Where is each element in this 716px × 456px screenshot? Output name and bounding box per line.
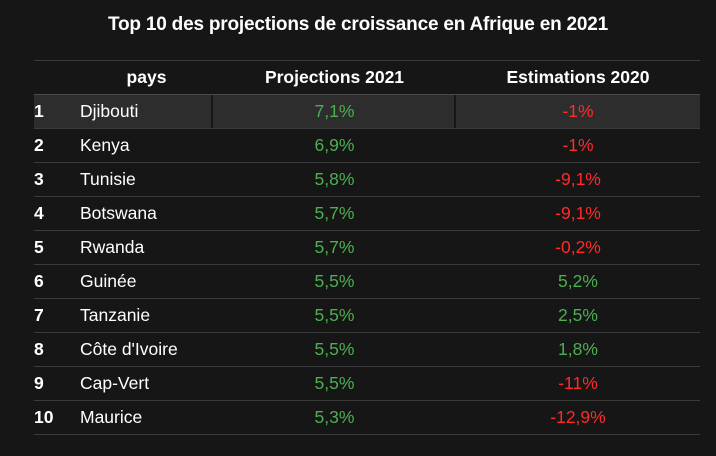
projection-2021-cell: 7,1%: [213, 94, 456, 129]
projection-2021-cell: 5,5%: [213, 298, 456, 333]
rank-cell: 9: [34, 366, 80, 401]
table-row: 9 Cap-Vert 5,5% -11%: [34, 366, 700, 401]
estimation-2020-cell: -9,1%: [456, 196, 700, 231]
estimation-2020-cell: -11%: [456, 366, 700, 401]
estimation-2020-cell: 5,2%: [456, 264, 700, 299]
projection-2021-cell: 5,5%: [213, 366, 456, 401]
rank-cell: 5: [34, 230, 80, 265]
table-row: 1 Djibouti 7,1% -1%: [34, 94, 700, 129]
table-row: 7 Tanzanie 5,5% 2,5%: [34, 298, 700, 333]
rank-cell: 8: [34, 332, 80, 367]
rank-cell: 2: [34, 128, 80, 163]
header-pays: pays: [80, 60, 213, 95]
rank-cell: 1: [34, 94, 80, 129]
estimation-2020-cell: 2,5%: [456, 298, 700, 333]
table-row: 4 Botswana 5,7% -9,1%: [34, 196, 700, 231]
table-row: 5 Rwanda 5,7% -0,2%: [34, 230, 700, 265]
table-row: 2 Kenya 6,9% -1%: [34, 128, 700, 163]
projection-2021-cell: 5,7%: [213, 230, 456, 265]
country-cell: Tunisie: [80, 162, 213, 197]
header-projections-2021: Projections 2021: [213, 60, 456, 95]
projection-2021-cell: 6,9%: [213, 128, 456, 163]
table-row: 10 Maurice 5,3% -12,9%: [34, 400, 700, 435]
estimation-2020-cell: -0,2%: [456, 230, 700, 265]
country-cell: Djibouti: [80, 94, 213, 129]
table-body: 1 Djibouti 7,1% -1% 2 Kenya 6,9% -1% 3 Tunisie 5,8…: [34, 94, 700, 435]
table-row: 3 Tunisie 5,8% -9,1%: [34, 162, 700, 197]
table-row: 6 Guinée 5,5% 5,2%: [34, 264, 700, 299]
table-row: 8 Côte d'Ivoire 5,5% 1,8%: [34, 332, 700, 367]
country-cell: Maurice: [80, 400, 213, 435]
country-cell: Kenya: [80, 128, 213, 163]
estimation-2020-cell: -12,9%: [456, 400, 700, 435]
growth-table: pays Projections 2021 Estimations 2020 1…: [34, 60, 700, 435]
projection-2021-cell: 5,7%: [213, 196, 456, 231]
rank-cell: 4: [34, 196, 80, 231]
projection-2021-cell: 5,5%: [213, 264, 456, 299]
header-rank: [34, 60, 80, 95]
country-cell: Botswana: [80, 196, 213, 231]
projection-2021-cell: 5,3%: [213, 400, 456, 435]
table-header-row: pays Projections 2021 Estimations 2020: [34, 60, 700, 95]
country-cell: Guinée: [80, 264, 213, 299]
estimation-2020-cell: 1,8%: [456, 332, 700, 367]
chart-title: Top 10 des projections de croissance en …: [107, 14, 609, 35]
projection-2021-cell: 5,5%: [213, 332, 456, 367]
header-estimations-2020: Estimations 2020: [456, 60, 700, 95]
country-cell: Tanzanie: [80, 298, 213, 333]
country-cell: Cap-Vert: [80, 366, 213, 401]
country-cell: Côte d'Ivoire: [80, 332, 213, 367]
rank-cell: 7: [34, 298, 80, 333]
country-cell: Rwanda: [80, 230, 213, 265]
estimation-2020-cell: -9,1%: [456, 162, 700, 197]
rank-cell: 6: [34, 264, 80, 299]
rank-cell: 3: [34, 162, 80, 197]
estimation-2020-cell: -1%: [456, 94, 700, 129]
projection-2021-cell: 5,8%: [213, 162, 456, 197]
estimation-2020-cell: -1%: [456, 128, 700, 163]
rank-cell: 10: [34, 400, 80, 435]
